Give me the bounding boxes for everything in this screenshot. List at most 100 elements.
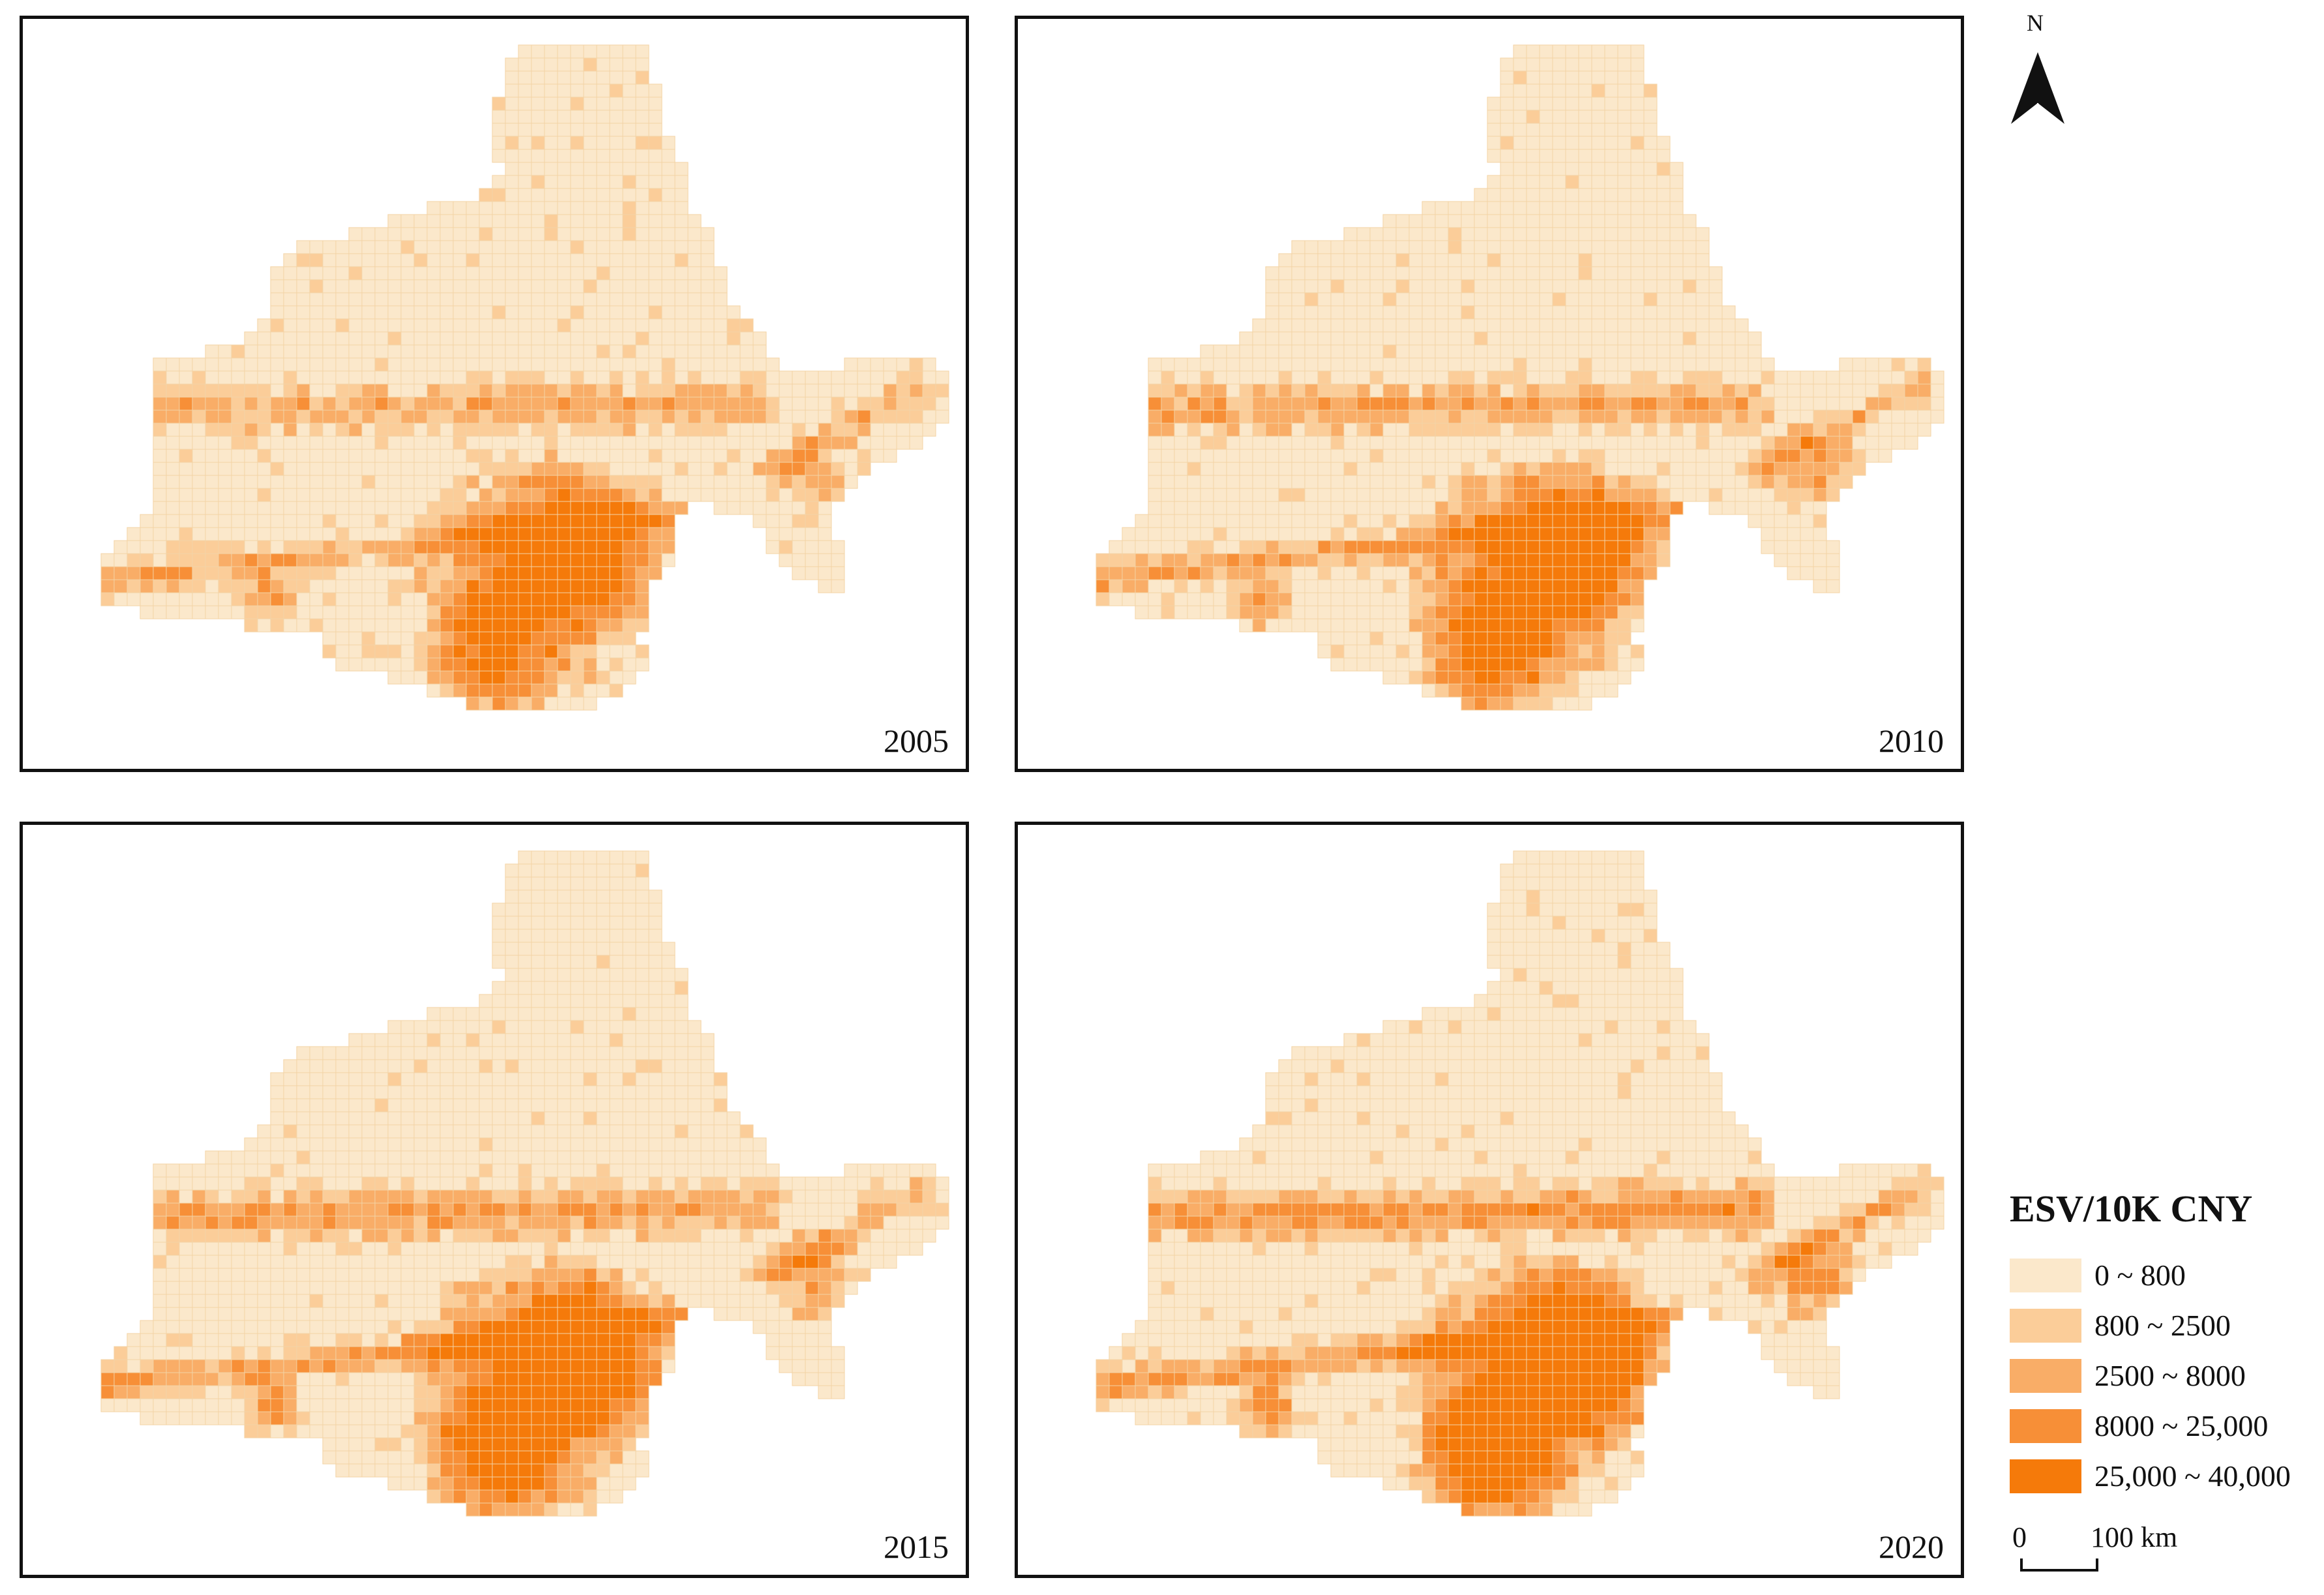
grid-cell [635, 110, 649, 124]
grid-cell [505, 83, 519, 98]
grid-cell [244, 1150, 258, 1165]
grid-cell [831, 1281, 845, 1295]
grid-cell [218, 1189, 232, 1204]
grid-cell [596, 876, 610, 891]
grid-cell [1748, 410, 1762, 424]
grid-cell [1356, 527, 1371, 541]
grid-cell [283, 605, 297, 619]
grid-cell [661, 370, 676, 385]
grid-cell [1278, 501, 1292, 515]
grid-cell [1774, 475, 1788, 489]
grid-cell [1461, 644, 1475, 659]
grid-cell [505, 553, 519, 567]
grid-cell [1539, 475, 1553, 489]
grid-cell [1930, 383, 1944, 398]
grid-cell [1500, 605, 1514, 619]
grid-cell [1382, 670, 1397, 685]
grid-cell [296, 344, 310, 359]
grid-cell [1591, 162, 1605, 176]
grid-cell [1656, 331, 1671, 346]
grid-cell [1578, 592, 1592, 606]
grid-cell [1500, 162, 1514, 176]
grid-cell [426, 1137, 441, 1152]
grid-cell [257, 1307, 271, 1321]
grid-cell [622, 214, 636, 228]
grid-cell [413, 1046, 428, 1060]
grid-cell [1695, 357, 1710, 372]
grid-cell [870, 1229, 884, 1243]
grid-cell [1304, 305, 1318, 320]
grid-cell [1343, 540, 1358, 554]
grid-cell [400, 1307, 415, 1321]
grid-cell [544, 449, 558, 463]
grid-cell [492, 110, 506, 124]
grid-cell [1161, 410, 1175, 424]
grid-cell [570, 97, 584, 111]
grid-cell [479, 436, 493, 450]
grid-cell [439, 683, 454, 698]
grid-cell [1317, 566, 1332, 580]
grid-cell [374, 462, 389, 476]
grid-cell [166, 1163, 180, 1178]
grid-cell [739, 488, 754, 502]
grid-cell [648, 462, 663, 476]
grid-cell [387, 553, 402, 567]
grid-cell [426, 1242, 441, 1256]
grid-cell [1213, 475, 1227, 489]
grid-cell [609, 994, 623, 1008]
grid-cell [544, 968, 558, 982]
grid-cell [596, 1372, 610, 1386]
grid-cell [700, 370, 715, 385]
grid-cell [1513, 683, 1527, 698]
grid-cell [322, 1268, 336, 1282]
grid-cell [413, 1189, 428, 1204]
grid-cell [1369, 462, 1384, 476]
grid-cell [518, 83, 532, 98]
grid-cell [883, 1255, 897, 1269]
grid-cell [387, 644, 402, 659]
grid-cell [1200, 410, 1214, 424]
grid-cell [1343, 279, 1358, 293]
grid-cell [1239, 370, 1253, 385]
grid-cell [1278, 253, 1292, 267]
grid-cell [518, 292, 532, 306]
grid-cell [583, 1007, 597, 1021]
grid-cell [361, 1202, 376, 1217]
grid-cell [596, 670, 610, 685]
grid-cell [322, 605, 336, 619]
grid-cell [153, 553, 167, 567]
grid-cell [1878, 357, 1892, 372]
grid-cell [283, 475, 297, 489]
grid-cell [1552, 279, 1566, 293]
grid-cell [439, 410, 454, 424]
grid-cell [1617, 383, 1631, 398]
grid-cell [426, 357, 441, 372]
grid-cell [557, 657, 571, 672]
grid-cell [1356, 396, 1371, 411]
grid-cell [739, 1124, 754, 1139]
grid-cell [570, 1229, 584, 1243]
grid-cell [1265, 501, 1279, 515]
grid-cell [1904, 423, 1918, 437]
grid-cell [1330, 540, 1345, 554]
grid-cell [453, 1111, 467, 1125]
grid-cell [531, 605, 545, 619]
grid-cell [518, 1033, 532, 1047]
grid-cell [1265, 344, 1279, 359]
grid-cell [700, 475, 715, 489]
grid-cell [1539, 501, 1553, 515]
grid-cell [661, 1072, 676, 1086]
grid-cell [257, 1359, 271, 1373]
grid-cell [400, 1333, 415, 1347]
grid-cell [1643, 527, 1658, 541]
grid-cell [570, 631, 584, 646]
grid-cell [818, 1242, 832, 1256]
grid-cell [1513, 423, 1527, 437]
grid-cell [557, 344, 571, 359]
grid-cell [831, 1242, 845, 1256]
grid-cell [1617, 292, 1631, 306]
grid-cell [439, 1255, 454, 1269]
grid-cell [1382, 553, 1397, 567]
grid-cell [518, 1215, 532, 1230]
grid-cell [205, 592, 219, 606]
